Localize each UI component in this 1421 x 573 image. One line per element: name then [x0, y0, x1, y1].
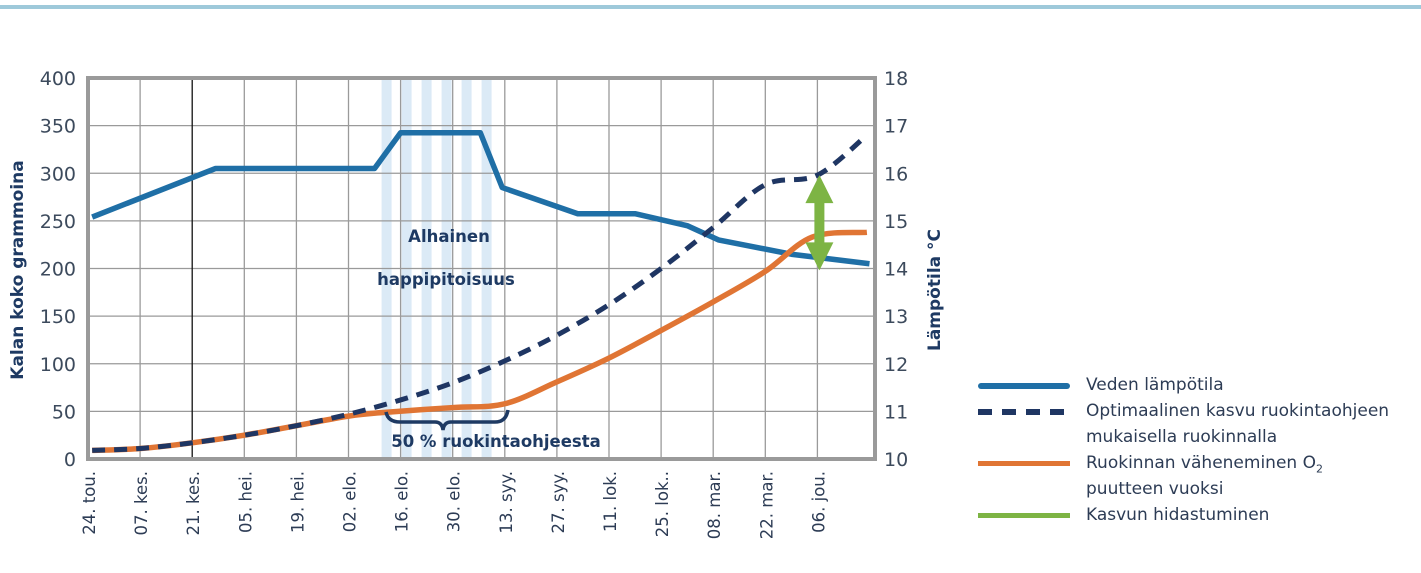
legend-label: Ruokinnan väheneminen O2: [1086, 450, 1323, 482]
legend-label: Optimaalinen kasvu ruokintaohjeen: [1086, 401, 1390, 421]
legend-swatch-solid-orange: [978, 461, 1070, 466]
double-arrow-shape: [805, 175, 834, 271]
x-tick-label: 16. elo.: [393, 471, 412, 532]
legend-swatch-dashed-navy: [978, 409, 1070, 415]
legend-label: Kasvun hidastuminen: [1086, 505, 1270, 525]
series-line-1: [92, 133, 869, 453]
x-tick-label: 22. mar.: [757, 471, 776, 539]
y2-tick-label: 11: [884, 401, 908, 423]
y2-tick-label: 14: [884, 259, 908, 281]
y-axis-title: Kalan koko grammoina: [8, 160, 28, 379]
legend-label-line2: puutteen vuoksi: [1086, 479, 1224, 499]
y2-tick-label: 17: [884, 116, 908, 138]
x-tick-label: 25. lok..: [653, 471, 672, 537]
y2-tick-label: 18: [884, 68, 908, 90]
x-tick-label: 11. lok.: [601, 471, 620, 532]
x-tick-label: 13. syy.: [497, 471, 516, 534]
y2-tick-label: 15: [884, 211, 908, 233]
x-tick-label: 05. hei.: [236, 471, 255, 533]
y-tick-label: 200: [40, 259, 76, 281]
y2-tick-label: 16: [884, 163, 908, 185]
legend-label-subscript: 2: [1315, 462, 1323, 476]
feeding-brace: [384, 409, 510, 431]
y2-axis-title: Lämpötila °C: [925, 229, 945, 351]
y2-tick-label: 13: [884, 306, 908, 328]
x-tick-label: 27. syy.: [549, 471, 568, 534]
x-tick-label: 19. hei.: [288, 471, 307, 533]
y2-tick-label: 10: [884, 449, 908, 471]
y-tick-label: 250: [40, 211, 76, 233]
y-tick-label: 0: [64, 449, 76, 471]
legend-item-growth-slowdown: Kasvun hidastuminen: [970, 502, 1420, 528]
x-tick-label: 30. elo.: [445, 471, 464, 532]
x-tick-label: 07. kes.: [132, 471, 151, 535]
x-tick-label: 24. tou.: [80, 471, 99, 535]
annotation-low-oxygen-line1: Alhainen: [408, 227, 490, 246]
growth-temperature-chart: 0 50 100 150 200 250 300 350 400 10 11 12 13 14 15 16 1…: [8, 68, 945, 539]
legend-label: Veden lämpötila: [1086, 375, 1224, 395]
legend-label-line2: mukaisella ruokinnalla: [1086, 427, 1278, 447]
legend-item-feeding-reduction: Ruokinnan väheneminen O2 puutteen vuoksi: [970, 450, 1420, 502]
legend-label-text: Ruokinnan väheneminen O: [1086, 453, 1316, 473]
x-tick-label: 02. elo.: [341, 471, 360, 532]
series-line-2: [92, 229, 868, 454]
x-tick-label: 08. mar.: [705, 471, 724, 539]
x-tick-label: 21. kes.: [184, 471, 203, 535]
legend: Veden lämpötila Optimaalinen kasvu ruoki…: [970, 372, 1420, 528]
growth-gap-arrow: [805, 175, 834, 271]
legend-swatch-solid-green: [978, 513, 1070, 518]
annotation-feeding: 50 % ruokintaohjeesta: [391, 432, 601, 451]
plot-frame: [86, 76, 877, 461]
legend-item-water-temperature: Veden lämpötila: [970, 372, 1420, 398]
series-line-0: [91, 130, 870, 267]
legend-item-optimal-growth: Optimaalinen kasvu ruokintaohjeen mukais…: [970, 398, 1420, 450]
x-tick-label: 06. jou.: [809, 471, 828, 533]
y-tick-label: 100: [40, 354, 76, 376]
y-tick-label: 50: [52, 401, 76, 423]
y2-tick-label: 12: [884, 354, 908, 376]
y-tick-label: 150: [40, 306, 76, 328]
annotation-low-oxygen-line2: happipitoisuus: [377, 270, 515, 289]
top-divider: [0, 5, 1421, 9]
y-tick-label: 300: [40, 163, 76, 185]
y-tick-label: 400: [40, 68, 76, 90]
y-tick-label: 350: [40, 116, 76, 138]
legend-swatch-solid-blue: [978, 383, 1070, 389]
